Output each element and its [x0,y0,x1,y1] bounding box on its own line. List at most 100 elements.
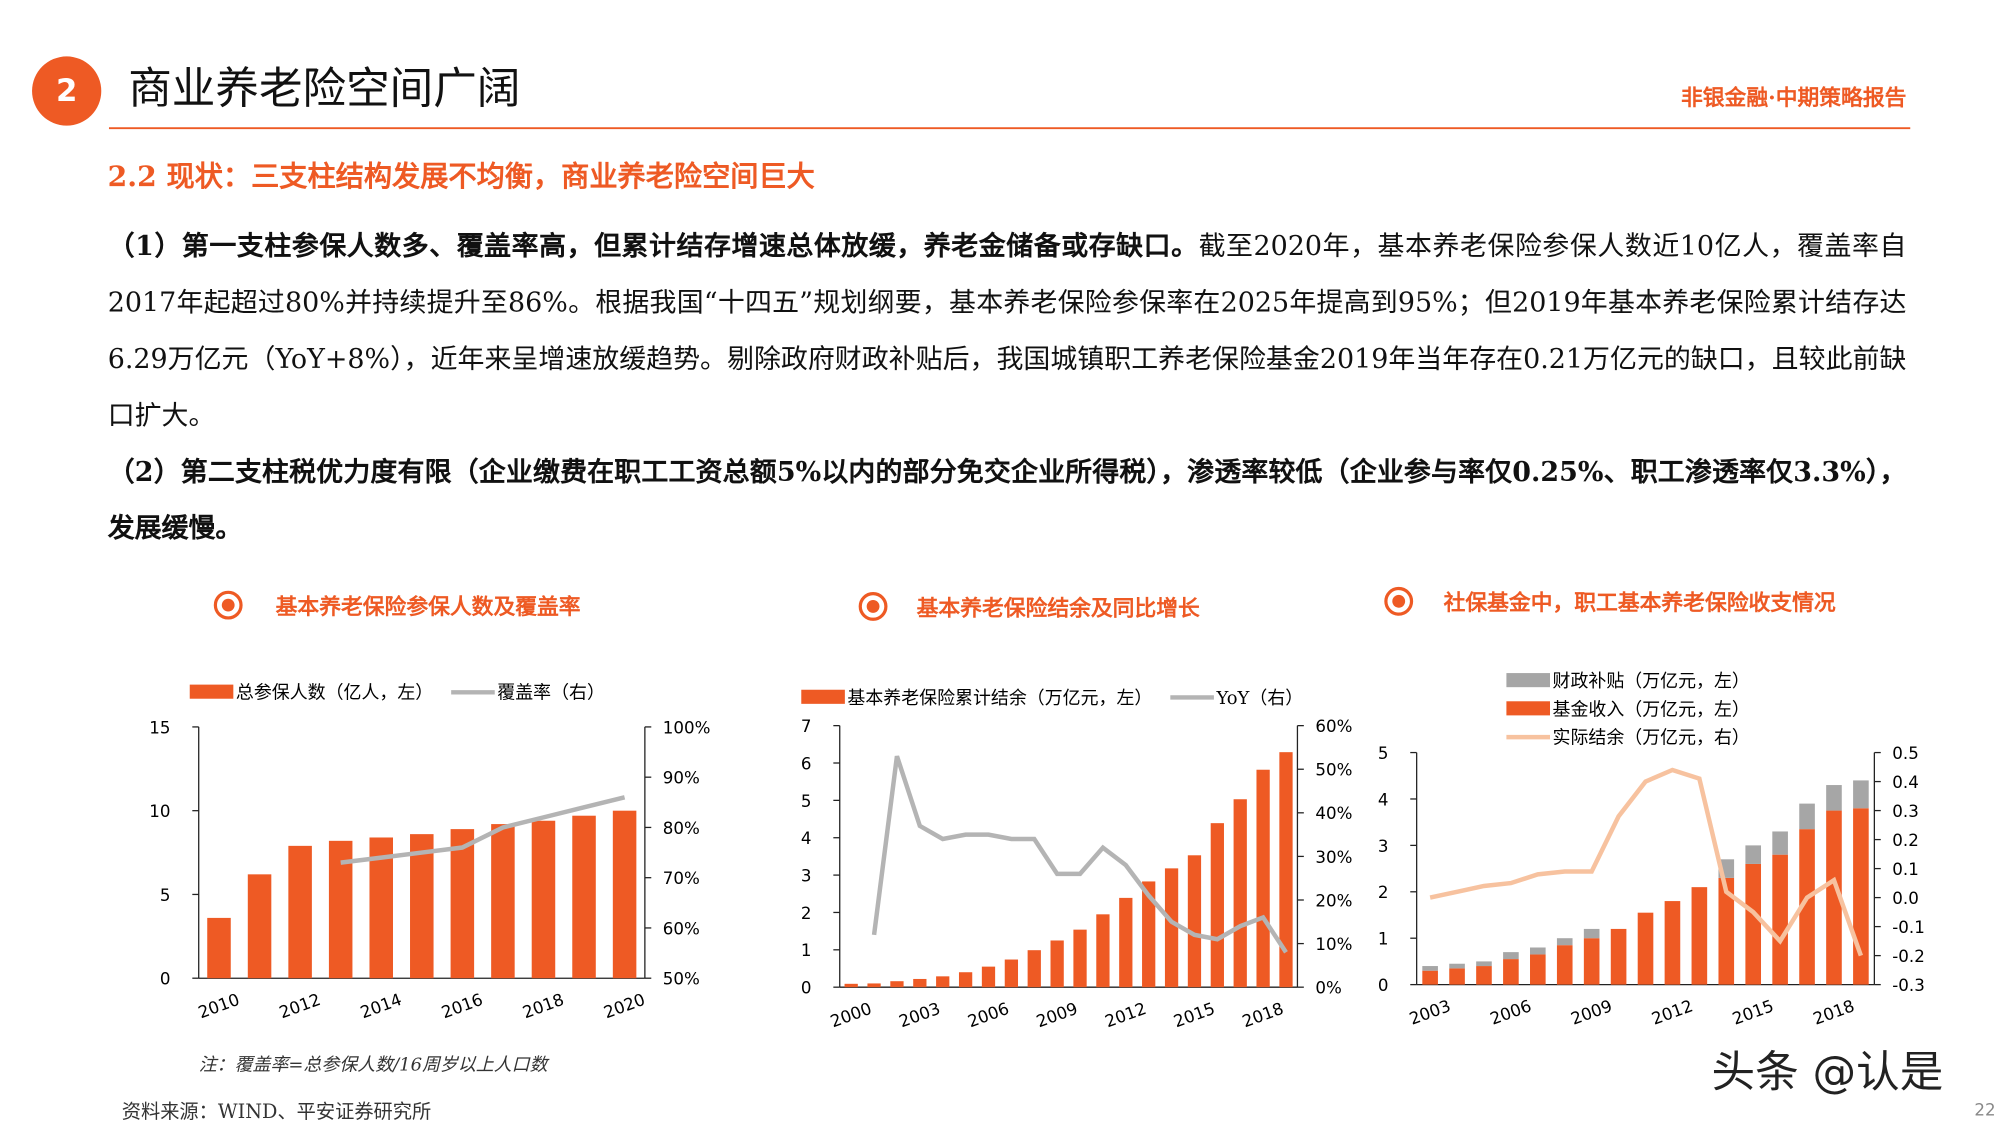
y-tick-label: 4 [1378,790,1389,809]
bar [1637,912,1654,985]
x-tick-label: 2012 [1649,996,1695,1028]
legend-label: 基金收入（万亿元，左） [1553,699,1750,720]
slide-title: 商业养老险空间广阔 [128,64,520,114]
bar [247,874,272,979]
bar [844,983,858,988]
legend-swatch [189,684,234,699]
y2-tick-label: 0.2 [1892,831,1919,850]
paragraph-lead: （2）第二支柱税优力度有限（企业缴费在职工工资总额5%以内的部分免交企业所得税）… [107,455,1907,544]
bar [981,966,996,988]
bar [867,983,881,988]
bar [1772,831,1788,855]
legend-swatch [1506,673,1550,688]
y2-tick-label: 70% [663,869,700,888]
bar [890,981,904,988]
y-tick-label: 1 [801,941,812,960]
bar [1799,803,1815,830]
bar [1583,938,1600,985]
bar [1853,808,1869,985]
bar [1583,928,1600,939]
bar [1745,845,1762,864]
title-icon-dots [221,594,1406,613]
y-tick-label: 1 [1378,930,1389,949]
section-title: 2.2 现状：三支柱结构发展不均衡，商业养老险空间巨大 [108,160,815,193]
y-tick-label: 5 [1378,744,1389,763]
x-tick-label: 2000 [828,999,874,1031]
bar [1772,854,1788,985]
y-tick-label: 7 [801,717,812,736]
chart: 0 1 2 3 4 5 -0.3 -0.2 -0.1 0.0 0.1 0.2 0.3 0.4 0.5 2003… [1378,671,1925,1028]
y2-tick-label: 10% [1315,935,1352,954]
y2-tick-label: 100% [663,718,711,737]
y-tick-label: 3 [1378,837,1389,856]
y-tick-label: 6 [801,754,812,773]
bar [1799,829,1815,985]
y-tick-label: 0 [160,970,171,989]
bar [1826,785,1842,811]
bar [1610,928,1627,985]
bar [1691,887,1708,985]
x-tick-label: 2018 [520,990,566,1022]
paragraph: （2）第二支柱税优力度有限（企业缴费在职工工资总额5%以内的部分免交企业所得税）… [108,444,1907,557]
chart-title: 基本养老保险结余及同比增长 [917,595,1200,621]
x-tick-label: 2018 [1240,999,1286,1031]
legend-label: 财政补贴（万亿元，左） [1553,671,1750,692]
bar [1556,938,1573,946]
x-tick-label: 2003 [1407,996,1453,1028]
title-icons [213,586,1414,621]
y2-tick-label: 30% [1315,848,1352,867]
y2-tick-label: 60% [1315,717,1352,736]
line [871,755,1288,954]
paragraph-text: 截至2020年，基本养老保险参保人数近10亿人，覆盖率自2017年起超过80%并… [107,230,1907,431]
y-tick-label: 5 [160,886,171,905]
chart-title: 基本养老保险参保人数及覆盖率 [276,594,581,620]
chart-title: 社保基金中，职工基本养老保险收支情况 [1444,590,1836,616]
bar [1853,780,1869,809]
x-tick-label: 2015 [1730,996,1776,1028]
bar [913,978,927,988]
bar [958,972,973,988]
bar [1476,966,1492,985]
x-tick-label: 2010 [196,990,242,1022]
bar [207,917,231,979]
section-badge [32,56,102,126]
y2-tick-label: 20% [1315,891,1352,910]
bar [1027,950,1041,988]
bar [1279,752,1293,988]
x-tick-label: 2018 [1811,996,1857,1028]
body-text: （1）第一支柱参保人数多、覆盖率高，但累计结存增速总体放缓，养老金储备或存缺口。… [108,218,1907,556]
y-tick-label: 10 [149,802,170,821]
x-tick-label: 2012 [1103,999,1149,1031]
y2-tick-label: 0.1 [1892,860,1919,879]
bar [1449,963,1465,969]
bar [1556,945,1573,985]
x-tick-label: 2012 [277,990,323,1022]
y-tick-label: 0 [801,979,812,998]
y2-tick-label: 0% [1315,979,1341,998]
bar [1142,881,1156,988]
bar [288,845,312,979]
bar [1096,914,1110,988]
y-tick-label: 15 [149,718,170,737]
x-tick-label: 2015 [1171,999,1217,1031]
y-tick-label: 2 [801,904,812,923]
y2-tick-label: 0.3 [1892,802,1919,821]
x-tick-label: 2016 [439,990,485,1022]
bar [572,815,596,979]
x-tick-label: 2006 [965,999,1011,1031]
y2-tick-label: 50% [1315,761,1352,780]
y2-tick-label: 80% [663,819,700,838]
legend-label: 覆盖率（右） [497,683,605,704]
bar [612,810,637,979]
bar [1503,952,1519,960]
y2-tick-label: -0.1 [1892,918,1924,937]
legend-label: 总参保人数（亿人，左） [236,683,433,704]
x-tick-label: 2020 [601,990,647,1022]
bar [1826,810,1842,985]
y-tick-label: 0 [1378,976,1389,995]
y2-tick-label: 90% [663,769,700,788]
